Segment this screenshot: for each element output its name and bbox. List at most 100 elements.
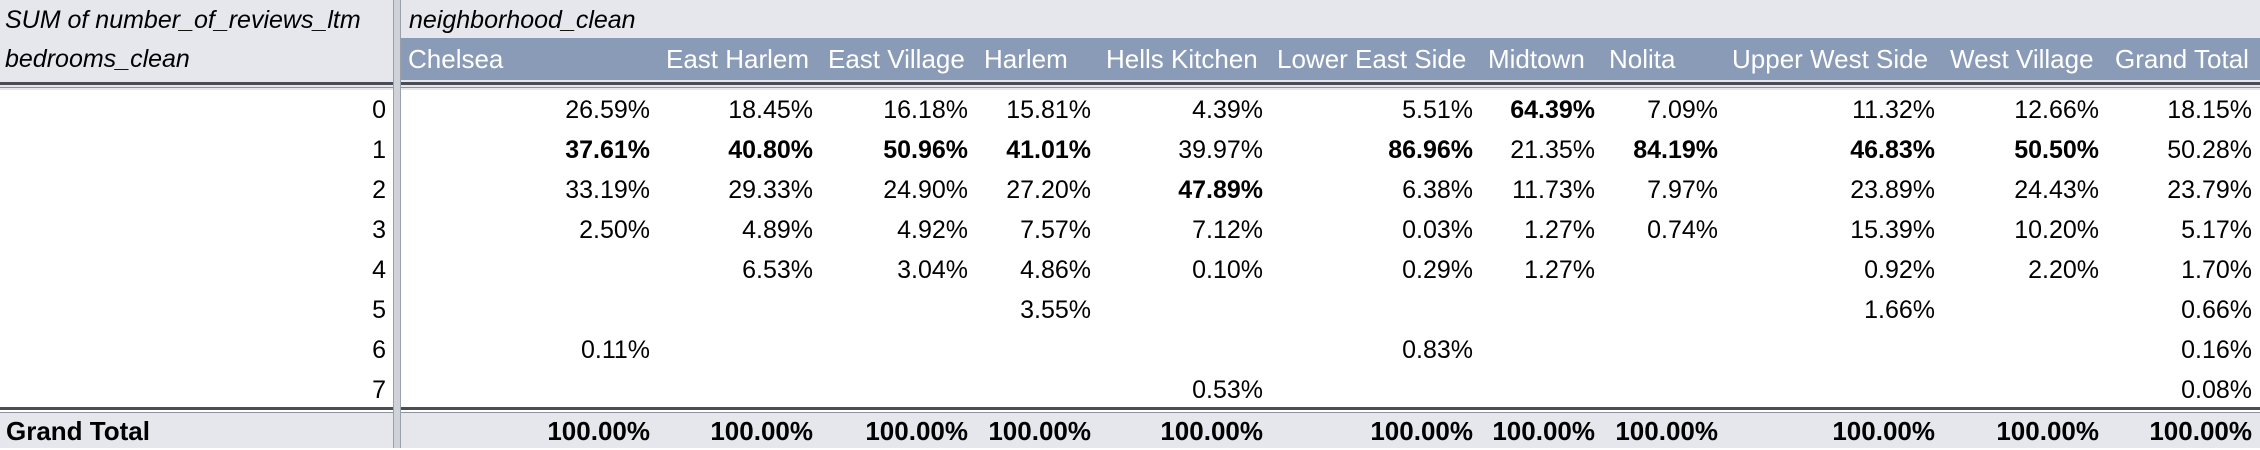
row-label-3[interactable]: 3 bbox=[372, 216, 386, 244]
cell-east-village-bedrooms-6[interactable] bbox=[828, 330, 968, 370]
cell-lower-east-side-bedrooms-4[interactable]: 0.29% bbox=[1402, 256, 1473, 284]
cell-east-village-bedrooms-5[interactable] bbox=[828, 290, 968, 330]
column-header-chelsea[interactable]: Chelsea bbox=[408, 44, 504, 74]
cell-midtown-bedrooms-6[interactable] bbox=[1455, 330, 1595, 370]
cell-east-harlem-bedrooms-6[interactable] bbox=[673, 330, 813, 370]
cell-harlem-bedrooms-3[interactable]: 7.57% bbox=[1020, 216, 1091, 244]
cell-west-village-bedrooms-3[interactable]: 10.20% bbox=[2014, 216, 2099, 244]
cell-grand-total-bedrooms-5[interactable]: 0.66% bbox=[2181, 296, 2252, 324]
cell-grand-total-bedrooms-4[interactable]: 1.70% bbox=[2181, 256, 2252, 284]
cell-upper-west-side-bedrooms-2[interactable]: 23.89% bbox=[1850, 176, 1935, 204]
cell-lower-east-side-bedrooms-3[interactable]: 0.03% bbox=[1402, 216, 1473, 244]
cell-harlem-bedrooms-5[interactable]: 3.55% bbox=[1020, 296, 1091, 324]
cell-midtown-bedrooms-0[interactable]: 64.39% bbox=[1510, 96, 1595, 124]
cell-chelsea-bedrooms-6[interactable]: 0.11% bbox=[580, 336, 650, 364]
row-field-label[interactable]: bedrooms_clean bbox=[5, 45, 190, 73]
cell-lower-east-side-bedrooms-6[interactable]: 0.83% bbox=[1402, 336, 1473, 364]
cell-grand-total-bedrooms-1[interactable]: 50.28% bbox=[2167, 136, 2252, 164]
cell-hells-kitchen-bedrooms-5[interactable] bbox=[1123, 290, 1263, 330]
column-header-lower-east-side[interactable]: Lower East Side bbox=[1277, 44, 1467, 74]
row-label-7[interactable]: 7 bbox=[372, 376, 386, 404]
cell-east-village-bedrooms-2[interactable]: 24.90% bbox=[883, 176, 968, 204]
cell-east-harlem-bedrooms-7[interactable] bbox=[673, 370, 813, 410]
cell-upper-west-side-bedrooms-6[interactable] bbox=[1795, 330, 1935, 370]
column-header-west-village[interactable]: West Village bbox=[1950, 44, 2094, 74]
cell-west-village-bedrooms-2[interactable]: 24.43% bbox=[2014, 176, 2099, 204]
cell-east-harlem-bedrooms-3[interactable]: 4.89% bbox=[742, 216, 813, 244]
row-label-1[interactable]: 1 bbox=[372, 136, 386, 164]
cell-chelsea-bedrooms-1[interactable]: 37.61% bbox=[565, 136, 650, 164]
cell-grand-total-bedrooms-6[interactable]: 0.16% bbox=[2181, 336, 2252, 364]
cell-harlem-bedrooms-6[interactable] bbox=[951, 330, 1091, 370]
cell-grand-total-bedrooms-2[interactable]: 23.79% bbox=[2167, 176, 2252, 204]
column-header-hells-kitchen[interactable]: Hells Kitchen bbox=[1106, 44, 1258, 74]
row-label-2[interactable]: 2 bbox=[372, 176, 386, 204]
column-header-midtown[interactable]: Midtown bbox=[1488, 44, 1585, 74]
cell-east-village-bedrooms-7[interactable] bbox=[828, 370, 968, 410]
cell-east-village-bedrooms-3[interactable]: 4.92% bbox=[897, 216, 968, 244]
grand-total-cell-chelsea[interactable]: 100.00% bbox=[547, 416, 650, 446]
cell-west-village-bedrooms-6[interactable] bbox=[1959, 330, 2099, 370]
cell-upper-west-side-bedrooms-1[interactable]: 46.83% bbox=[1850, 136, 1935, 164]
cell-hells-kitchen-bedrooms-2[interactable]: 47.89% bbox=[1178, 176, 1263, 204]
column-header-upper-west-side[interactable]: Upper West Side bbox=[1732, 44, 1929, 74]
cell-upper-west-side-bedrooms-4[interactable]: 0.92% bbox=[1864, 256, 1935, 284]
cell-east-harlem-bedrooms-2[interactable]: 29.33% bbox=[728, 176, 813, 204]
cell-hells-kitchen-bedrooms-0[interactable]: 4.39% bbox=[1192, 96, 1263, 124]
cell-nolita-bedrooms-6[interactable] bbox=[1578, 330, 1718, 370]
cell-chelsea-bedrooms-5[interactable] bbox=[510, 290, 650, 330]
cell-lower-east-side-bedrooms-1[interactable]: 86.96% bbox=[1388, 136, 1473, 164]
grand-total-label[interactable]: Grand Total bbox=[6, 416, 150, 446]
cell-west-village-bedrooms-0[interactable]: 12.66% bbox=[2014, 96, 2099, 124]
cell-west-village-bedrooms-1[interactable]: 50.50% bbox=[2014, 136, 2099, 164]
column-header-nolita[interactable]: Nolita bbox=[1609, 44, 1676, 74]
column-header-east-harlem[interactable]: East Harlem bbox=[666, 44, 810, 74]
grand-total-cell-lower-east-side[interactable]: 100.00% bbox=[1370, 416, 1473, 446]
grand-total-cell-grand-total[interactable]: 100.00% bbox=[2149, 416, 2252, 446]
column-header-harlem[interactable]: Harlem bbox=[984, 44, 1068, 74]
cell-midtown-bedrooms-4[interactable]: 1.27% bbox=[1524, 256, 1595, 284]
cell-harlem-bedrooms-1[interactable]: 41.01% bbox=[1006, 136, 1091, 164]
cell-west-village-bedrooms-4[interactable]: 2.20% bbox=[2028, 256, 2099, 284]
row-label-6[interactable]: 6 bbox=[372, 336, 386, 364]
cell-upper-west-side-bedrooms-0[interactable]: 11.32% bbox=[1852, 96, 1935, 124]
grand-total-cell-midtown[interactable]: 100.00% bbox=[1492, 416, 1595, 446]
cell-midtown-bedrooms-5[interactable] bbox=[1455, 290, 1595, 330]
row-label-0[interactable]: 0 bbox=[372, 96, 386, 124]
cell-east-harlem-bedrooms-1[interactable]: 40.80% bbox=[728, 136, 813, 164]
cell-east-village-bedrooms-1[interactable]: 50.96% bbox=[883, 136, 968, 164]
cell-nolita-bedrooms-7[interactable] bbox=[1578, 370, 1718, 410]
cell-harlem-bedrooms-0[interactable]: 15.81% bbox=[1006, 96, 1091, 124]
grand-total-cell-hells-kitchen[interactable]: 100.00% bbox=[1160, 416, 1263, 446]
cell-chelsea-bedrooms-3[interactable]: 2.50% bbox=[579, 216, 650, 244]
cell-hells-kitchen-bedrooms-4[interactable]: 0.10% bbox=[1192, 256, 1263, 284]
cell-chelsea-bedrooms-7[interactable] bbox=[510, 370, 650, 410]
value-field-label[interactable]: SUM of number_of_reviews_ltm bbox=[5, 6, 361, 34]
cell-east-harlem-bedrooms-5[interactable] bbox=[673, 290, 813, 330]
column-header-grand-total[interactable]: Grand Total bbox=[2115, 44, 2249, 74]
cell-nolita-bedrooms-4[interactable] bbox=[1578, 250, 1718, 290]
cell-nolita-bedrooms-2[interactable]: 7.97% bbox=[1647, 176, 1718, 204]
cell-west-village-bedrooms-5[interactable] bbox=[1959, 290, 2099, 330]
cell-lower-east-side-bedrooms-0[interactable]: 5.51% bbox=[1402, 96, 1473, 124]
grand-total-cell-nolita[interactable]: 100.00% bbox=[1615, 416, 1718, 446]
cell-east-village-bedrooms-4[interactable]: 3.04% bbox=[897, 256, 968, 284]
cell-upper-west-side-bedrooms-5[interactable]: 1.66% bbox=[1864, 296, 1935, 324]
cell-nolita-bedrooms-5[interactable] bbox=[1578, 290, 1718, 330]
cell-grand-total-bedrooms-0[interactable]: 18.15% bbox=[2167, 96, 2252, 124]
grand-total-cell-west-village[interactable]: 100.00% bbox=[1996, 416, 2099, 446]
cell-hells-kitchen-bedrooms-1[interactable]: 39.97% bbox=[1178, 136, 1263, 164]
cell-harlem-bedrooms-2[interactable]: 27.20% bbox=[1006, 176, 1091, 204]
cell-chelsea-bedrooms-0[interactable]: 26.59% bbox=[565, 96, 650, 124]
cell-midtown-bedrooms-2[interactable]: 11.73% bbox=[1512, 176, 1595, 204]
row-label-4[interactable]: 4 bbox=[372, 256, 386, 284]
cell-east-village-bedrooms-0[interactable]: 16.18% bbox=[883, 96, 968, 124]
cell-midtown-bedrooms-3[interactable]: 1.27% bbox=[1524, 216, 1595, 244]
cell-east-harlem-bedrooms-4[interactable]: 6.53% bbox=[742, 256, 813, 284]
cell-hells-kitchen-bedrooms-6[interactable] bbox=[1123, 330, 1263, 370]
cell-lower-east-side-bedrooms-7[interactable] bbox=[1333, 370, 1473, 410]
column-field-label[interactable]: neighborhood_clean bbox=[409, 6, 636, 34]
cell-grand-total-bedrooms-3[interactable]: 5.17% bbox=[2181, 216, 2252, 244]
row-label-5[interactable]: 5 bbox=[372, 296, 386, 324]
cell-midtown-bedrooms-7[interactable] bbox=[1455, 370, 1595, 410]
